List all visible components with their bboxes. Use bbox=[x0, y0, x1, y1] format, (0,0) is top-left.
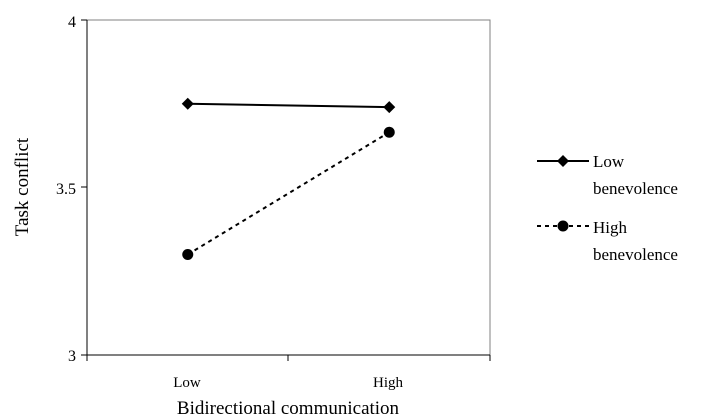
y-tick-label: 3 bbox=[68, 348, 76, 365]
data-point-series-1-0 bbox=[182, 249, 194, 260]
x-tick-label: High bbox=[373, 375, 404, 391]
x-tick-label: Low bbox=[173, 375, 201, 391]
legend-marker-diamond bbox=[557, 155, 569, 167]
data-point-series-0-1 bbox=[383, 101, 396, 114]
x-axis-title: Bidirectional communication bbox=[177, 398, 400, 419]
y-tick-label: 3.5 bbox=[56, 181, 76, 198]
legend-label-low-line1: Low bbox=[593, 152, 625, 171]
legend: Low benevolence High benevolence bbox=[537, 152, 678, 264]
legend-label-low-line2: benevolence bbox=[593, 179, 678, 198]
series-line-0 bbox=[187, 102, 390, 109]
legend-label-high-line2: benevolence bbox=[593, 245, 678, 264]
series-layer bbox=[181, 97, 396, 260]
plot-frame bbox=[86, 19, 491, 356]
legend-label-high-line1: High bbox=[593, 218, 628, 237]
series-line-1 bbox=[187, 131, 390, 256]
y-tick-label: 4 bbox=[68, 14, 76, 31]
y-axis-title: Task conflict bbox=[12, 137, 33, 236]
data-point-series-1-1 bbox=[383, 126, 395, 138]
legend-marker-circle bbox=[557, 220, 569, 232]
data-point-series-0-0 bbox=[181, 97, 194, 110]
